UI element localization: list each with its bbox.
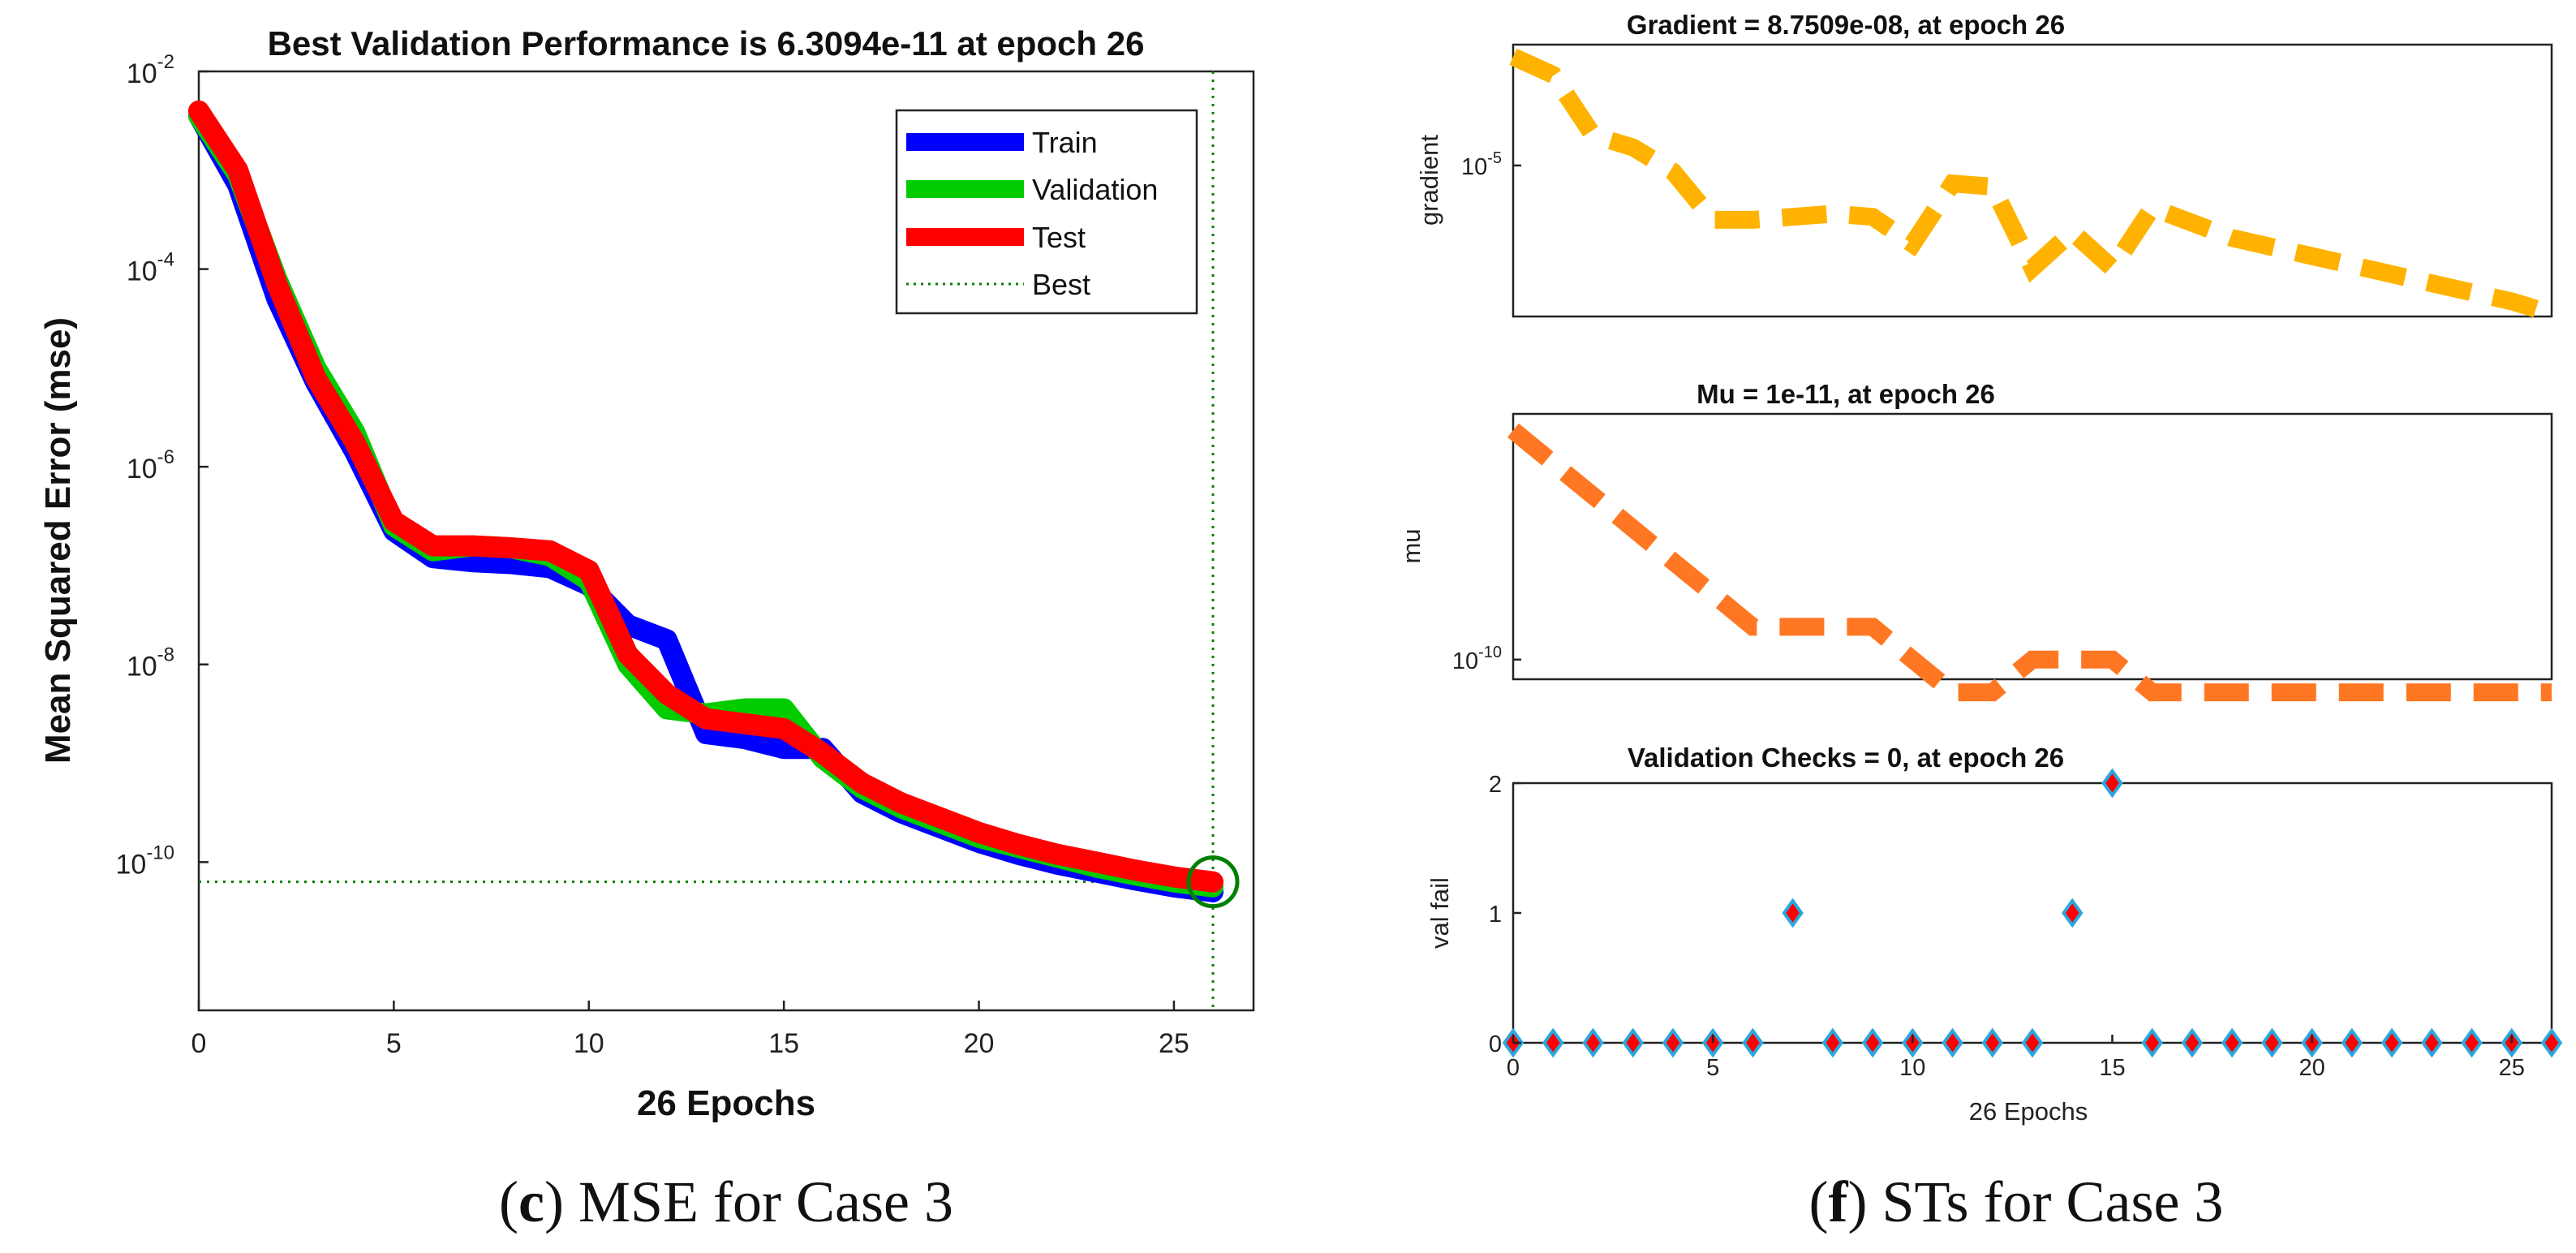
best-marker-circle — [1186, 855, 1240, 909]
valfail-y-ticks: 0 1 2 — [1489, 772, 1521, 1057]
mu-series-line — [1507, 423, 2552, 702]
valfail-y-axis-label: val fail — [1426, 877, 1454, 949]
mu-chart-title: Mu = 1e-11, at epoch 26 — [1697, 379, 1995, 409]
valfail-x-tick-label: 20 — [2299, 1055, 2324, 1081]
tick-exponent: -6 — [157, 446, 174, 468]
valfail-x-axis-label: 26 Epochs — [1969, 1097, 2088, 1126]
tick-exponent: -4 — [157, 249, 174, 271]
valfail-y-tick-label: 0 — [1489, 1031, 1502, 1057]
gradient-y-tick: 10-5 — [1461, 149, 1521, 180]
tick-base: 10 — [1452, 648, 1478, 674]
gradient-series-line — [1509, 48, 2555, 322]
mse-x-ticks: 0 5 10 15 20 25 — [191, 1001, 1189, 1059]
valfail-point — [2461, 1027, 2483, 1058]
mse-axes-box — [197, 70, 1255, 1012]
valfail-y-tick-label: 1 — [1489, 902, 1502, 928]
valfail-chart-title: Validation Checks = 0, at epoch 26 — [1628, 743, 2064, 773]
mu-y-axis-label: mu — [1397, 528, 1426, 563]
tick-base: 10 — [127, 256, 157, 287]
valfail-y-tick-label: 2 — [1489, 772, 1502, 798]
legend-label-validation: Validation — [1032, 173, 1158, 206]
mse-x-tick-label: 15 — [768, 1028, 799, 1059]
mse-x-axis-label: 26 Epochs — [637, 1083, 815, 1123]
test-series-line — [188, 100, 1223, 893]
mse-x-tick-label: 20 — [964, 1028, 995, 1059]
tick-base: 10 — [127, 454, 157, 484]
valfail-markers — [1502, 768, 2563, 1058]
caption-left-letter: c — [518, 1169, 544, 1234]
mse-x-tick-label: 25 — [1159, 1028, 1189, 1059]
mse-y-axis-label: Mean Squared Error (mse) — [38, 317, 78, 764]
mse-y-ticks: 10-210-410-610-810-10 — [115, 51, 209, 880]
tick-base: 10 — [1461, 154, 1487, 180]
training-state-panel: Gradient = 8.7509e-08, at epoch 26 10-5 … — [1397, 10, 2563, 1234]
valfail-point — [2021, 1027, 2044, 1058]
tick-exponent: -2 — [157, 51, 174, 73]
valfail-point — [2261, 1027, 2283, 1058]
tick-exponent: -5 — [1487, 149, 1502, 167]
valfail-point — [1861, 1027, 1884, 1058]
valfail-point — [2380, 1027, 2403, 1058]
valfail-point — [1662, 1027, 1684, 1058]
valfail-x-tick-label: 0 — [1507, 1055, 1520, 1081]
mu-axes-box — [1512, 412, 2553, 681]
legend-label-test: Test — [1032, 221, 1086, 254]
mse-y-tick-label: 10-6 — [127, 446, 174, 484]
mse-panel: Best Validation Performance is 6.3094e-1… — [38, 24, 1255, 1234]
valfail-point — [2540, 1027, 2563, 1058]
mse-x-tick-label: 5 — [386, 1028, 402, 1059]
tick-base: 10 — [115, 849, 146, 880]
valfail-x-tick-label: 15 — [2099, 1055, 2125, 1081]
valfail-point — [2061, 898, 2084, 928]
valfail-point — [1782, 898, 1804, 928]
caption-right-letter: f — [1829, 1169, 1849, 1234]
valfail-point — [1942, 1027, 1963, 1058]
valfail-x-tick-label: 5 — [1706, 1055, 1719, 1081]
valfail-point — [2181, 1027, 2204, 1058]
valfail-point — [2341, 1027, 2363, 1058]
valfail-point — [1542, 1027, 1564, 1058]
mu-y-tick-label: 10-10 — [1452, 644, 1502, 674]
caption-right: (f) STs for Case 3 — [1809, 1169, 2224, 1234]
tick-exponent: -10 — [146, 842, 174, 863]
mse-x-tick-label: 10 — [574, 1028, 604, 1059]
valfail-x-tick-label: 10 — [1899, 1055, 1925, 1081]
gradient-y-tick-label: 10-5 — [1461, 149, 1502, 180]
caption-left: (c) MSE for Case 3 — [499, 1169, 953, 1234]
tick-exponent: -10 — [1478, 644, 1502, 661]
gradient-axes-box — [1512, 43, 2553, 318]
tick-exponent: -8 — [157, 644, 174, 666]
gradient-chart-title: Gradient = 8.7509e-08, at epoch 26 — [1627, 10, 2065, 40]
valfail-x-tick-label: 25 — [2499, 1055, 2525, 1081]
valfail-x-ticks: 0 5 10 15 20 25 — [1507, 1035, 2525, 1081]
caption-right-text: STs for Case 3 — [1882, 1169, 2224, 1234]
tick-base: 10 — [127, 58, 157, 89]
legend-label-best: Best — [1032, 268, 1090, 301]
gradient-y-axis-label: gradient — [1415, 135, 1443, 226]
tick-base: 10 — [127, 652, 157, 682]
mse-chart-title: Best Validation Performance is 6.3094e-1… — [268, 24, 1145, 62]
valfail-point — [2141, 1027, 2163, 1058]
valfail-point — [2221, 1027, 2243, 1058]
valfail-point — [1582, 1027, 1604, 1058]
mu-y-tick: 10-10 — [1452, 644, 1521, 674]
valfail-point — [1981, 1027, 2004, 1058]
valfail-point — [1821, 1027, 1844, 1058]
caption-left-text: MSE for Case 3 — [578, 1169, 953, 1234]
mse-y-tick-label: 10-4 — [127, 249, 174, 287]
valfail-point — [2421, 1027, 2443, 1058]
mse-y-tick-label: 10-10 — [115, 842, 174, 880]
mse-x-tick-label: 0 — [191, 1028, 207, 1059]
legend-label-train: Train — [1032, 126, 1098, 159]
mse-legend: Train Validation Test Best — [895, 109, 1198, 315]
mse-y-tick-label: 10-8 — [127, 644, 174, 682]
valfail-point — [1622, 1027, 1644, 1058]
valfail-point — [1742, 1027, 1764, 1058]
mse-y-tick-label: 10-2 — [127, 51, 174, 89]
valfail-point — [2101, 768, 2123, 799]
valfail-axes-box — [1512, 782, 2553, 1044]
